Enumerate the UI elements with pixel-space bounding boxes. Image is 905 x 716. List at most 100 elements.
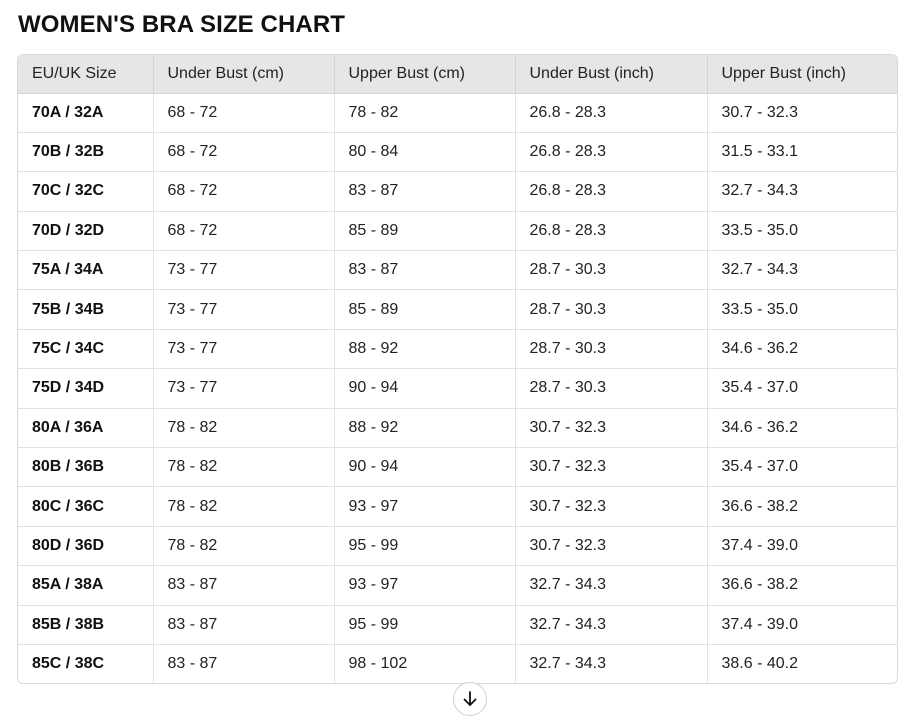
measurement-cell: 88 - 92 bbox=[334, 329, 516, 370]
size-cell: 80C / 36C bbox=[18, 486, 154, 527]
measurement-cell: 30.7 - 32.3 bbox=[707, 93, 897, 133]
measurement-cell: 95 - 99 bbox=[334, 526, 516, 567]
table-row: 75C / 34C 73 - 77 88 - 92 28.7 - 30.3 34.6 -… bbox=[18, 329, 897, 370]
table-row: 75B / 34B 73 - 77 85 - 89 28.7 - 30.3 33.5 -… bbox=[18, 289, 897, 330]
table-row: 80A / 36A 78 - 82 88 - 92 30.7 - 32.3 34.6 -… bbox=[18, 408, 897, 449]
measurement-cell: 88 - 92 bbox=[334, 408, 516, 449]
measurement-cell: 85 - 89 bbox=[334, 289, 516, 330]
column-header: Upper Bust (cm) bbox=[334, 55, 516, 94]
measurement-cell: 93 - 97 bbox=[334, 565, 516, 606]
size-cell: 85A / 38A bbox=[18, 565, 154, 606]
measurement-cell: 83 - 87 bbox=[334, 250, 516, 291]
size-cell: 80B / 36B bbox=[18, 447, 154, 488]
measurement-cell: 98 - 102 bbox=[334, 644, 516, 683]
table-row: 80D / 36D 78 - 82 95 - 99 30.7 - 32.3 37.4 -… bbox=[18, 526, 897, 567]
size-cell: 75C / 34C bbox=[18, 329, 154, 370]
measurement-cell: 30.7 - 32.3 bbox=[515, 447, 708, 488]
measurement-cell: 32.7 - 34.3 bbox=[515, 605, 708, 645]
measurement-cell: 32.7 - 34.3 bbox=[515, 565, 708, 606]
size-cell: 75D / 34D bbox=[18, 368, 154, 409]
measurement-cell: 78 - 82 bbox=[153, 486, 335, 527]
table-row: 70D / 32D 68 - 72 85 - 89 26.8 - 28.3 33.5 -… bbox=[18, 211, 897, 252]
measurement-cell: 35.4 - 37.0 bbox=[707, 447, 897, 488]
size-cell: 80D / 36D bbox=[18, 526, 154, 567]
measurement-cell: 30.7 - 32.3 bbox=[515, 486, 708, 527]
table-row: 75A / 34A 73 - 77 83 - 87 28.7 - 30.3 32.7 -… bbox=[18, 250, 897, 291]
measurement-cell: 32.7 - 34.3 bbox=[707, 171, 897, 212]
size-cell: 85C / 38C bbox=[18, 644, 154, 683]
measurement-cell: 28.7 - 30.3 bbox=[515, 329, 708, 370]
table-row: 85B / 38B 83 - 87 95 - 99 32.7 - 34.3 37.4 -… bbox=[18, 605, 897, 645]
measurement-cell: 73 - 77 bbox=[153, 289, 335, 330]
column-header: Under Bust (inch) bbox=[515, 55, 708, 94]
measurement-cell: 30.7 - 32.3 bbox=[515, 408, 708, 449]
column-header: Upper Bust (inch) bbox=[707, 55, 897, 94]
measurement-cell: 34.6 - 36.2 bbox=[707, 329, 897, 370]
arrow-down-icon bbox=[463, 691, 477, 706]
measurement-cell: 85 - 89 bbox=[334, 211, 516, 252]
table-row: 70A / 32A 68 - 72 78 - 82 26.8 - 28.3 30.7 -… bbox=[18, 93, 897, 133]
table-row: 80C / 36C 78 - 82 93 - 97 30.7 - 32.3 36.6 -… bbox=[18, 486, 897, 527]
size-cell: 70B / 32B bbox=[18, 132, 154, 173]
measurement-cell: 93 - 97 bbox=[334, 486, 516, 527]
size-cell: 75A / 34A bbox=[18, 250, 154, 291]
measurement-cell: 38.6 - 40.2 bbox=[721, 655, 799, 673]
table-row: 70C / 32C 68 - 72 83 - 87 26.8 - 28.3 32.7 -… bbox=[18, 171, 897, 212]
size-cell: 70A / 32A bbox=[18, 93, 154, 133]
measurement-cell: 83 - 87 bbox=[153, 565, 335, 606]
measurement-cell: 90 - 94 bbox=[334, 368, 516, 409]
measurement-cell: 83 - 87 bbox=[153, 644, 335, 683]
measurement-cell: 33.5 - 35.0 bbox=[707, 289, 897, 330]
table-row: 75D / 34D 73 - 77 90 - 94 28.7 - 30.3 35.4 -… bbox=[18, 368, 897, 409]
measurement-cell: 37.4 - 39.0 bbox=[707, 526, 897, 567]
measurement-cell: 68 - 72 bbox=[153, 211, 335, 252]
measurement-cell: 68 - 72 bbox=[153, 132, 335, 173]
size-cell: 75B / 34B bbox=[18, 289, 154, 330]
measurement-cell: 78 - 82 bbox=[153, 447, 335, 488]
page-title: WOMEN'S BRA SIZE CHART bbox=[18, 11, 346, 38]
size-cell: 70C / 32C bbox=[18, 171, 154, 212]
table-row: 80B / 36B 78 - 82 90 - 94 30.7 - 32.3 35.4 -… bbox=[18, 447, 897, 488]
measurement-cell: 26.8 - 28.3 bbox=[515, 171, 708, 212]
measurement-cell: 34.6 - 36.2 bbox=[707, 408, 897, 449]
size-chart-table: EU/UK Size Under Bust (cm) Upper Bust (c… bbox=[17, 54, 898, 684]
table-row: 85C / 38C 83 - 87 98 - 102 32.7 - 34.3 38.6 … bbox=[18, 644, 897, 683]
measurement-cell: 36.6 - 38.2 bbox=[707, 565, 897, 606]
scroll-down-button[interactable] bbox=[453, 682, 487, 716]
measurement-cell: 36.6 - 38.2 bbox=[707, 486, 897, 527]
measurement-cell: 68 - 72 bbox=[153, 93, 335, 133]
size-cell: 85B / 38B bbox=[18, 605, 154, 645]
measurement-cell: 68 - 72 bbox=[153, 171, 335, 212]
measurement-cell: 90 - 94 bbox=[334, 447, 516, 488]
measurement-cell: 26.8 - 28.3 bbox=[515, 132, 708, 173]
measurement-cell: 26.8 - 28.3 bbox=[515, 211, 708, 252]
measurement-cell: 73 - 77 bbox=[153, 368, 335, 409]
measurement-cell: 83 - 87 bbox=[334, 171, 516, 212]
measurement-cell: 73 - 77 bbox=[153, 329, 335, 370]
measurement-cell: 37.4 - 39.0 bbox=[707, 605, 897, 645]
size-cell: 70D / 32D bbox=[18, 211, 154, 252]
measurement-cell: 78 - 82 bbox=[153, 526, 335, 567]
measurement-cell: 78 - 82 bbox=[153, 408, 335, 449]
measurement-cell: 32.7 - 34.3 bbox=[707, 250, 897, 291]
measurement-cell: 28.7 - 30.3 bbox=[515, 289, 708, 330]
measurement-cell: 95 - 99 bbox=[334, 605, 516, 645]
measurement-cell: 28.7 - 30.3 bbox=[515, 368, 708, 409]
table-row: 70B / 32B 68 - 72 80 - 84 26.8 - 28.3 31.5 -… bbox=[18, 132, 897, 173]
measurement-cell: 26.8 - 28.3 bbox=[515, 93, 708, 133]
measurement-cell: 78 - 82 bbox=[334, 93, 516, 133]
measurement-cell: 35.4 - 37.0 bbox=[707, 368, 897, 409]
column-header: Under Bust (cm) bbox=[153, 55, 335, 94]
measurement-cell: 30.7 - 32.3 bbox=[515, 526, 708, 567]
measurement-cell: 83 - 87 bbox=[153, 605, 335, 645]
measurement-cell: 28.7 - 30.3 bbox=[515, 250, 708, 291]
measurement-cell: 73 - 77 bbox=[153, 250, 335, 291]
column-header: EU/UK Size bbox=[18, 55, 154, 94]
table-row: 85A / 38A 83 - 87 93 - 97 32.7 - 34.3 36.6 -… bbox=[18, 565, 897, 606]
measurement-cell: 80 - 84 bbox=[334, 132, 516, 173]
measurement-cell: 33.5 - 35.0 bbox=[707, 211, 897, 252]
table-header-row: EU/UK Size Under Bust (cm) Upper Bust (c… bbox=[18, 55, 897, 94]
measurement-cell: 31.5 - 33.1 bbox=[707, 132, 897, 173]
size-cell: 80A / 36A bbox=[18, 408, 154, 449]
measurement-cell: 32.7 - 34.3 bbox=[515, 644, 708, 683]
